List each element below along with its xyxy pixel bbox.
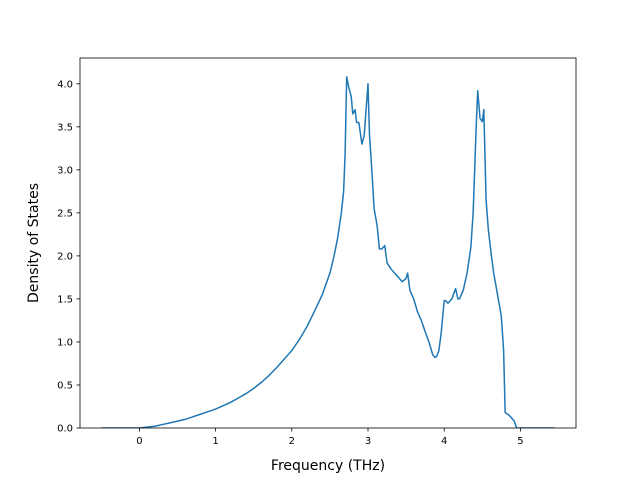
y-tick-label: 3.5 — [57, 122, 73, 133]
x-tick-label: 0 — [136, 436, 142, 447]
axes-frame — [79, 57, 577, 429]
plot-area — [101, 76, 555, 428]
x-tick-label: 5 — [517, 436, 523, 447]
y-axis-title: Density of States — [26, 183, 42, 303]
y-tick-label: 2.0 — [57, 252, 73, 263]
x-axis-title: Frequency (THz) — [271, 458, 385, 474]
series-line-0 — [101, 76, 555, 428]
x-tick-label: 1 — [212, 436, 218, 447]
y-tick-label: 4.0 — [57, 79, 73, 90]
y-tick-label: 3.0 — [57, 165, 73, 176]
y-tick-label: 0.5 — [57, 381, 73, 392]
y-tick-label: 1.0 — [57, 338, 73, 349]
y-tick-label: 2.5 — [57, 208, 73, 219]
x-tick-label: 2 — [289, 436, 295, 447]
y-tick-label: 1.5 — [57, 295, 73, 306]
y-tick-label: 0.0 — [57, 424, 73, 435]
x-tick-label: 4 — [441, 436, 447, 447]
x-tick-label: 3 — [365, 436, 371, 447]
axes: 0 1 2 3 4 5 0.0 0.5 1.0 1.5 2.0 2.5 3.0 3.5 4.0 — [57, 57, 577, 447]
